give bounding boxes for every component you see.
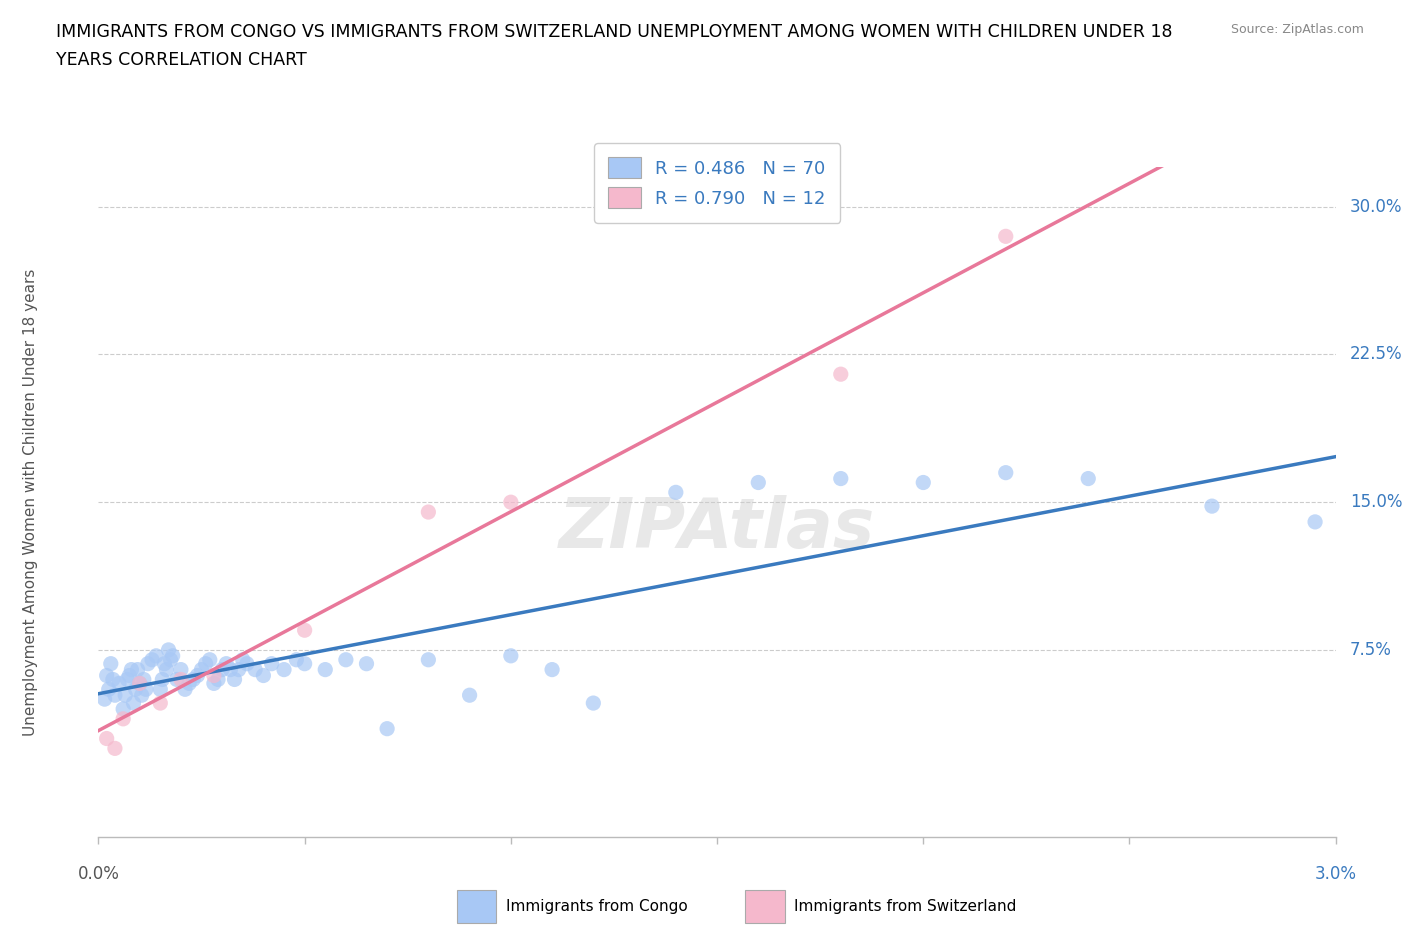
Point (190, 662, 212, 677)
Point (149, 696, 172, 711)
Point (499, 648, 522, 663)
Point (101, 672, 124, 687)
Point (104, 688, 127, 703)
Point (215, 657, 238, 671)
Point (202, 676, 225, 691)
Point (356, 657, 378, 671)
Point (273, 662, 295, 677)
Point (122, 696, 145, 711)
Point (136, 657, 159, 671)
Point (150, 672, 173, 687)
Point (96, 668, 118, 683)
Text: 3.0%: 3.0% (1315, 865, 1357, 883)
Point (418, 505, 440, 520)
Point (96, 731, 118, 746)
Point (141, 652, 163, 667)
Point (100, 657, 122, 671)
Text: 0.0%: 0.0% (77, 865, 120, 883)
Text: YEARS CORRELATION CHART: YEARS CORRELATION CHART (56, 51, 307, 69)
Legend: R = 0.486   N = 70, R = 0.790   N = 12: R = 0.486 N = 70, R = 0.790 N = 12 (593, 143, 841, 222)
Point (198, 652, 221, 667)
Point (830, 366, 852, 381)
Point (260, 657, 283, 671)
Point (149, 682, 172, 697)
Point (135, 682, 157, 697)
Point (104, 741, 127, 756)
Point (224, 672, 246, 687)
Point (162, 648, 184, 663)
Point (252, 668, 274, 683)
Point (458, 688, 481, 703)
Text: 7.5%: 7.5% (1350, 641, 1392, 659)
Point (114, 688, 136, 703)
Point (232, 652, 254, 667)
Text: Immigrants from Congo: Immigrants from Congo (506, 899, 688, 914)
Point (211, 662, 233, 677)
Text: 22.5%: 22.5% (1350, 345, 1402, 364)
Text: 30.0%: 30.0% (1350, 198, 1402, 216)
Point (112, 711, 135, 726)
Point (117, 672, 139, 687)
Point (1077, 472, 1099, 486)
Point (128, 676, 150, 691)
Point (97, 682, 120, 697)
Point (108, 676, 131, 691)
Text: ZIPAtlas: ZIPAtlas (560, 496, 875, 563)
Point (243, 662, 266, 677)
Point (335, 652, 357, 667)
Point (665, 485, 688, 499)
Point (830, 472, 852, 486)
Point (285, 652, 308, 667)
Point (219, 662, 242, 677)
Point (236, 657, 259, 671)
Point (127, 662, 149, 677)
Point (314, 662, 336, 677)
Point (179, 676, 201, 691)
Point (181, 672, 204, 687)
Point (499, 495, 522, 510)
Point (118, 668, 141, 683)
Point (128, 676, 150, 691)
Point (418, 652, 440, 667)
Point (170, 672, 193, 687)
Point (166, 672, 188, 687)
Point (132, 672, 155, 687)
Point (124, 682, 146, 697)
Point (120, 662, 142, 677)
Point (186, 668, 208, 683)
Text: Immigrants from Switzerland: Immigrants from Switzerland (794, 899, 1017, 914)
Point (747, 475, 769, 490)
Point (194, 657, 217, 671)
Point (541, 662, 564, 677)
Point (207, 672, 229, 687)
Point (1303, 514, 1326, 529)
Point (202, 668, 225, 683)
Point (155, 662, 177, 677)
Point (375, 722, 398, 737)
Text: Source: ZipAtlas.com: Source: ZipAtlas.com (1230, 23, 1364, 36)
Point (294, 657, 316, 671)
Point (131, 688, 153, 703)
Point (112, 701, 135, 716)
Point (994, 465, 1017, 480)
Point (294, 623, 316, 638)
Point (159, 652, 181, 667)
Point (93, 692, 115, 707)
Point (170, 662, 193, 677)
Point (153, 657, 176, 671)
Point (994, 229, 1017, 244)
Text: Unemployment Among Women with Children Under 18 years: Unemployment Among Women with Children U… (24, 269, 38, 736)
Point (145, 648, 167, 663)
Text: 15.0%: 15.0% (1350, 493, 1402, 512)
Point (157, 643, 180, 658)
Point (1201, 498, 1223, 513)
Point (582, 696, 605, 711)
Point (174, 682, 197, 697)
Point (912, 475, 935, 490)
Point (228, 662, 250, 677)
Text: IMMIGRANTS FROM CONGO VS IMMIGRANTS FROM SWITZERLAND UNEMPLOYMENT AMONG WOMEN WI: IMMIGRANTS FROM CONGO VS IMMIGRANTS FROM… (56, 23, 1173, 41)
